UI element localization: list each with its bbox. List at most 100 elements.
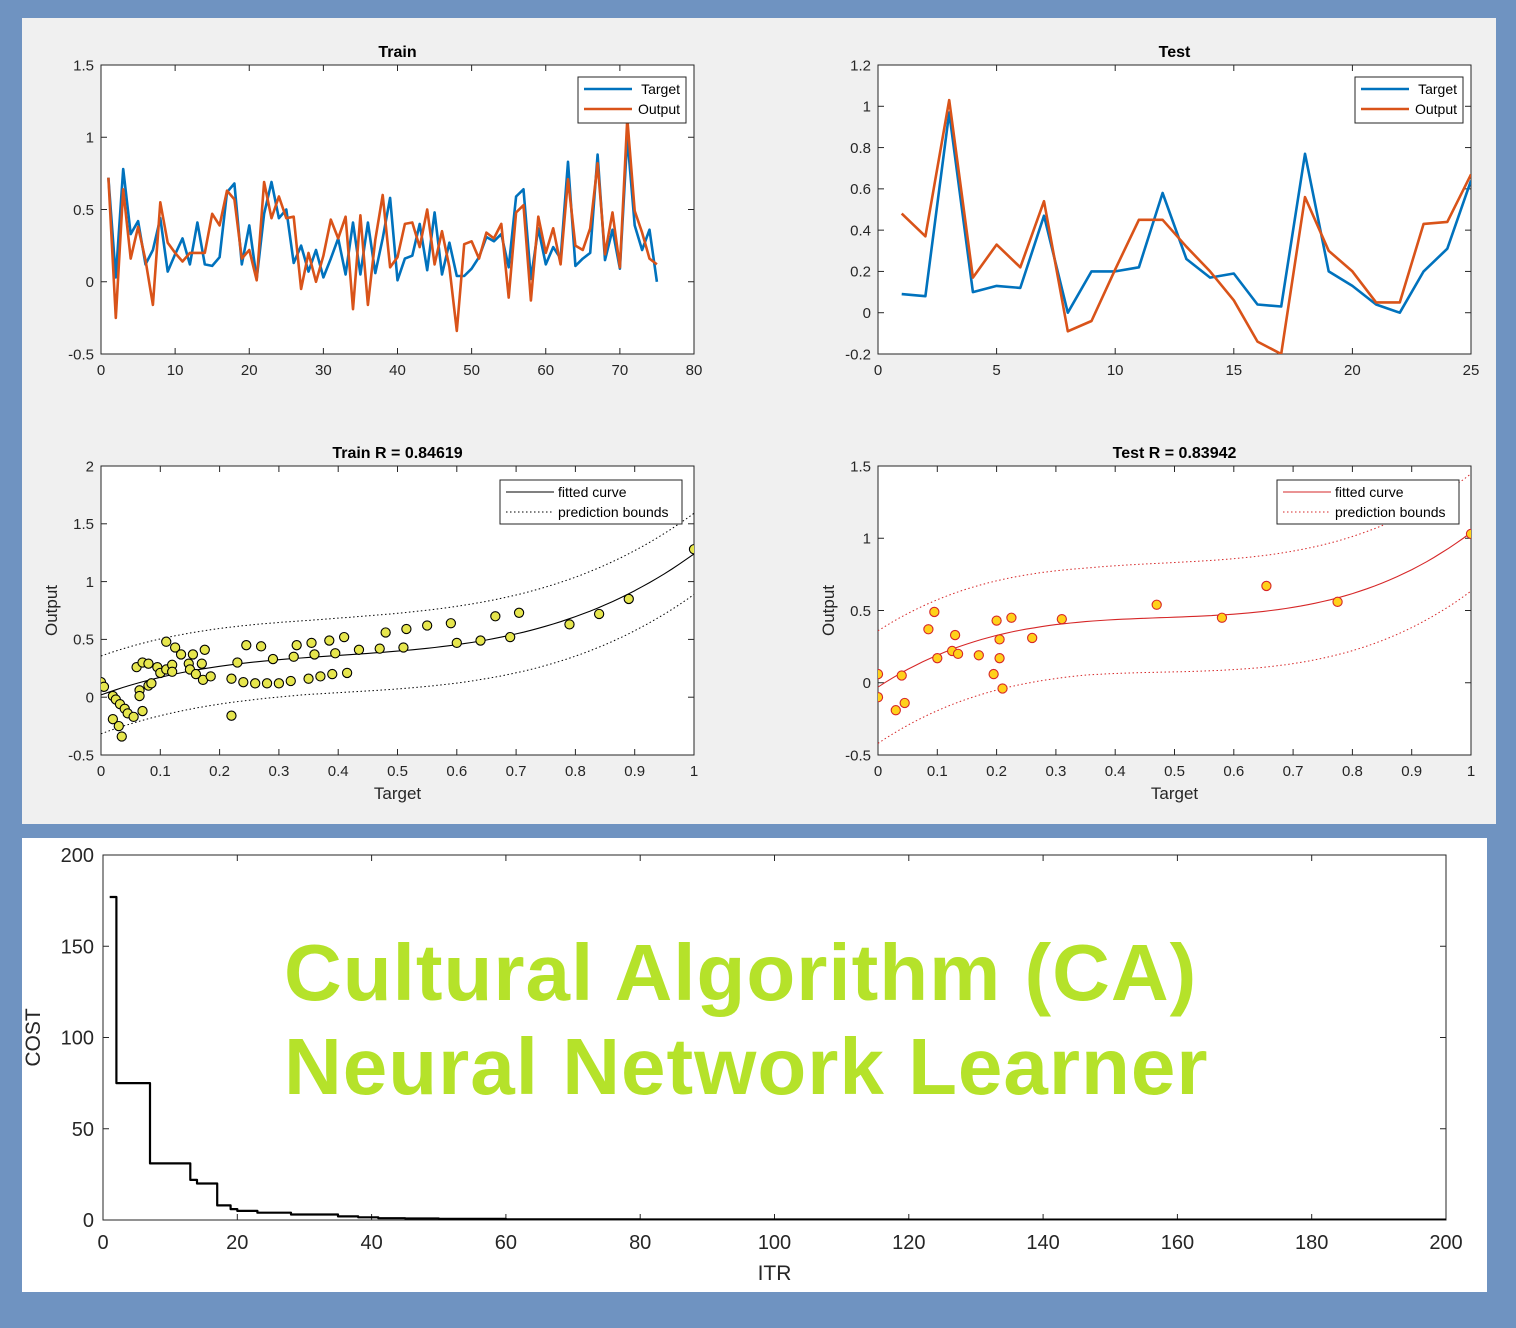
data-point: [1332, 596, 1343, 607]
data-point: [303, 673, 314, 684]
y-tick-label: -0.5: [68, 747, 94, 764]
plot-area: [102, 854, 1447, 1221]
x-tick-label: 1: [690, 763, 698, 780]
data-point: [398, 642, 409, 653]
x-tick-label: 120: [892, 1232, 925, 1254]
y-tick-label: -0.5: [845, 747, 871, 764]
data-point: [327, 668, 338, 680]
x-tick-label: 0.4: [328, 763, 349, 780]
data-point: [146, 678, 157, 689]
x-axis-label: Target: [374, 784, 422, 803]
data-point: [593, 608, 605, 620]
train_ts-axes: 0 10 20 30 40 50 60 70 80-0.500.511.5TrainTarget…: [68, 44, 702, 379]
data-point: [475, 635, 486, 646]
y-tick-label: -0.2: [845, 346, 871, 363]
y-tick-label: 1: [86, 130, 94, 147]
data-point: [380, 627, 391, 638]
y-tick-label: 2: [86, 458, 94, 475]
data-point: [374, 643, 385, 654]
data-point: [267, 653, 279, 665]
data-point: [994, 634, 1005, 645]
x-tick-label: 200: [1429, 1232, 1462, 1254]
data-point: [688, 544, 694, 555]
data-point: [273, 678, 285, 689]
data-point: [490, 611, 501, 622]
plot-content: [101, 512, 694, 742]
legend-label: Target: [641, 81, 680, 97]
x-tick-label: 0.5: [387, 763, 408, 780]
test_reg-axes: 0 0.1 0.2 0.3 0.4 0.5 0.6 0.7 0.8 0.9 1-0.500.511.…: [819, 445, 1475, 803]
data-point: [226, 673, 237, 684]
x-tick-label: 50: [463, 362, 480, 379]
data-point: [923, 624, 934, 635]
x-tick-label: 5: [992, 362, 1000, 379]
data-point: [315, 671, 326, 682]
data-point: [353, 644, 365, 655]
x-tick-label: 160: [1161, 1232, 1194, 1254]
x-tick-label: 0.7: [506, 763, 527, 780]
plot-content: [878, 473, 1471, 744]
overlay-title-line1: Cultural Algorithm (CA): [284, 928, 1198, 1017]
legend: Target Output: [577, 76, 687, 124]
data-point: [991, 615, 1002, 626]
x-tick-label: 0: [97, 1232, 108, 1254]
x-tick-label: 0.7: [1283, 763, 1304, 780]
x-tick-label: 0.1: [927, 763, 948, 780]
legend-label: prediction bounds: [1335, 504, 1446, 520]
y-tick-label: 0.5: [73, 202, 94, 219]
data-point: [1261, 580, 1272, 592]
data-point: [199, 644, 210, 655]
data-point: [261, 678, 273, 689]
x-tick-label: 100: [758, 1232, 791, 1254]
x-tick-label: 0: [97, 763, 105, 780]
train_reg-axes: 0 0.1 0.2 0.3 0.4 0.5 0.6 0.7 0.8 0.9 1-0.500.511.…: [42, 445, 698, 803]
x-tick-label: 60: [537, 362, 554, 379]
data-point: [451, 637, 462, 649]
data-point: [878, 692, 884, 703]
chart-title: Train: [378, 44, 416, 61]
cost-axes: 0 20 40 60 80 100 120 140 160 180 200 0 50 100 150 200 I…: [22, 845, 1463, 1285]
x-tick-label: 80: [629, 1232, 651, 1254]
x-tick-label: 0.9: [624, 763, 645, 780]
cost-figure-canvas: 0 20 40 60 80 100 120 140 160 180 200 0 50 100 150 200 I…: [22, 845, 1463, 1285]
y-tick-label: 1.5: [73, 57, 94, 74]
y-tick-label: 1: [863, 531, 871, 548]
data-point: [994, 653, 1005, 664]
data-point: [896, 670, 907, 681]
series-line-target: [901, 111, 1471, 315]
y-tick-label: 0.5: [850, 603, 871, 620]
data-point: [113, 720, 124, 732]
data-point: [932, 653, 943, 664]
chart-title: Train R = 0.84619: [332, 445, 462, 462]
data-point: [169, 642, 181, 653]
data-point: [1151, 599, 1162, 610]
x-tick-label: 0: [874, 763, 882, 780]
data-point: [564, 619, 575, 630]
data-point: [285, 675, 296, 687]
upper-prediction-bound: [101, 512, 694, 657]
y-tick-label: 0.8: [850, 140, 871, 157]
data-point: [116, 731, 127, 742]
x-tick-label: 10: [167, 362, 184, 379]
legend: fitted curve prediction bounds: [499, 479, 683, 525]
data-point: [623, 593, 634, 605]
data-point: [338, 631, 350, 643]
x-tick-label: 0.5: [1164, 763, 1185, 780]
data-point: [997, 683, 1008, 694]
x-tick-label: 60: [495, 1232, 517, 1254]
y-tick-label: 0.5: [73, 632, 94, 649]
legend-label: prediction bounds: [558, 504, 669, 520]
data-point: [1056, 614, 1067, 625]
legend-box: [1276, 479, 1460, 525]
x-tick-label: 0.1: [150, 763, 171, 780]
series-line-output: [900, 98, 1471, 354]
x-tick-label: 0.2: [209, 763, 230, 780]
x-tick-label: 0.8: [1342, 763, 1363, 780]
bottom-figure-panel: 0 20 40 60 80 100 120 140 160 180 200 0 50 100 150 200 I…: [22, 838, 1487, 1292]
y-tick-label: 0: [83, 1210, 94, 1232]
data-point: [137, 705, 148, 717]
data-point: [899, 697, 910, 709]
y-axis-label: Output: [819, 585, 838, 636]
data-point: [1027, 632, 1038, 644]
data-point: [226, 710, 237, 721]
